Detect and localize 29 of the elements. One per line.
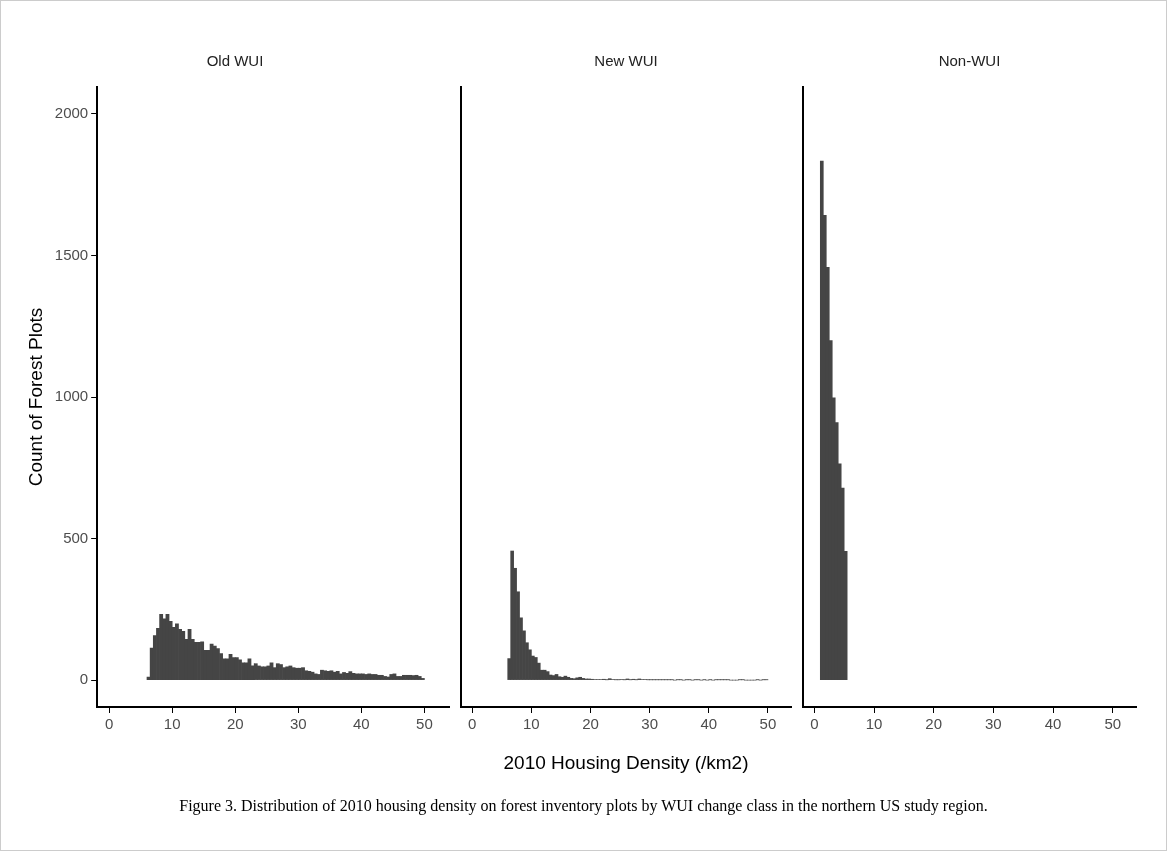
chart-title: New WUI: [594, 52, 658, 70]
y-tick-label: 500: [63, 528, 89, 546]
y-tick-label: 0: [79, 670, 89, 688]
x-tick-label: 30: [289, 715, 307, 733]
y-tick-label: 1500: [54, 245, 89, 263]
chart-title: Old WUI: [206, 52, 264, 70]
x-axis-title: 2010 Housing Density (/km2): [503, 751, 749, 773]
x-tick-label: 10: [163, 715, 181, 733]
x-tick-label: 10: [523, 715, 540, 733]
chart-title: Non-WUI: [938, 52, 1001, 70]
x-tick-label: 30: [641, 715, 658, 733]
y-axis-title: Count of Forest Plots: [24, 307, 46, 487]
x-tick-label: 0: [810, 715, 819, 733]
x-tick-label: 0: [468, 715, 477, 733]
y-tick-label: 2000: [54, 104, 89, 122]
x-tick-label: 40: [353, 715, 370, 733]
x-tick-label: 20: [226, 715, 244, 733]
caption: Figure 3. Distribution of 2010 housing density on forest inventory plots by WUI change class in the northern US study region.: [178, 797, 989, 815]
x-tick-label: 20: [925, 715, 943, 733]
x-tick-label: 30: [985, 715, 1002, 733]
x-tick-label: 50: [759, 715, 777, 733]
y-tick-label: 1000: [54, 387, 89, 405]
x-tick-label: 40: [1044, 715, 1062, 733]
x-tick-label: 0: [104, 715, 114, 733]
x-tick-label: 50: [1104, 715, 1122, 733]
x-tick-label: 10: [865, 715, 883, 733]
x-tick-label: 40: [700, 715, 718, 733]
x-tick-label: 20: [582, 715, 599, 733]
x-tick-label: 50: [416, 715, 433, 733]
